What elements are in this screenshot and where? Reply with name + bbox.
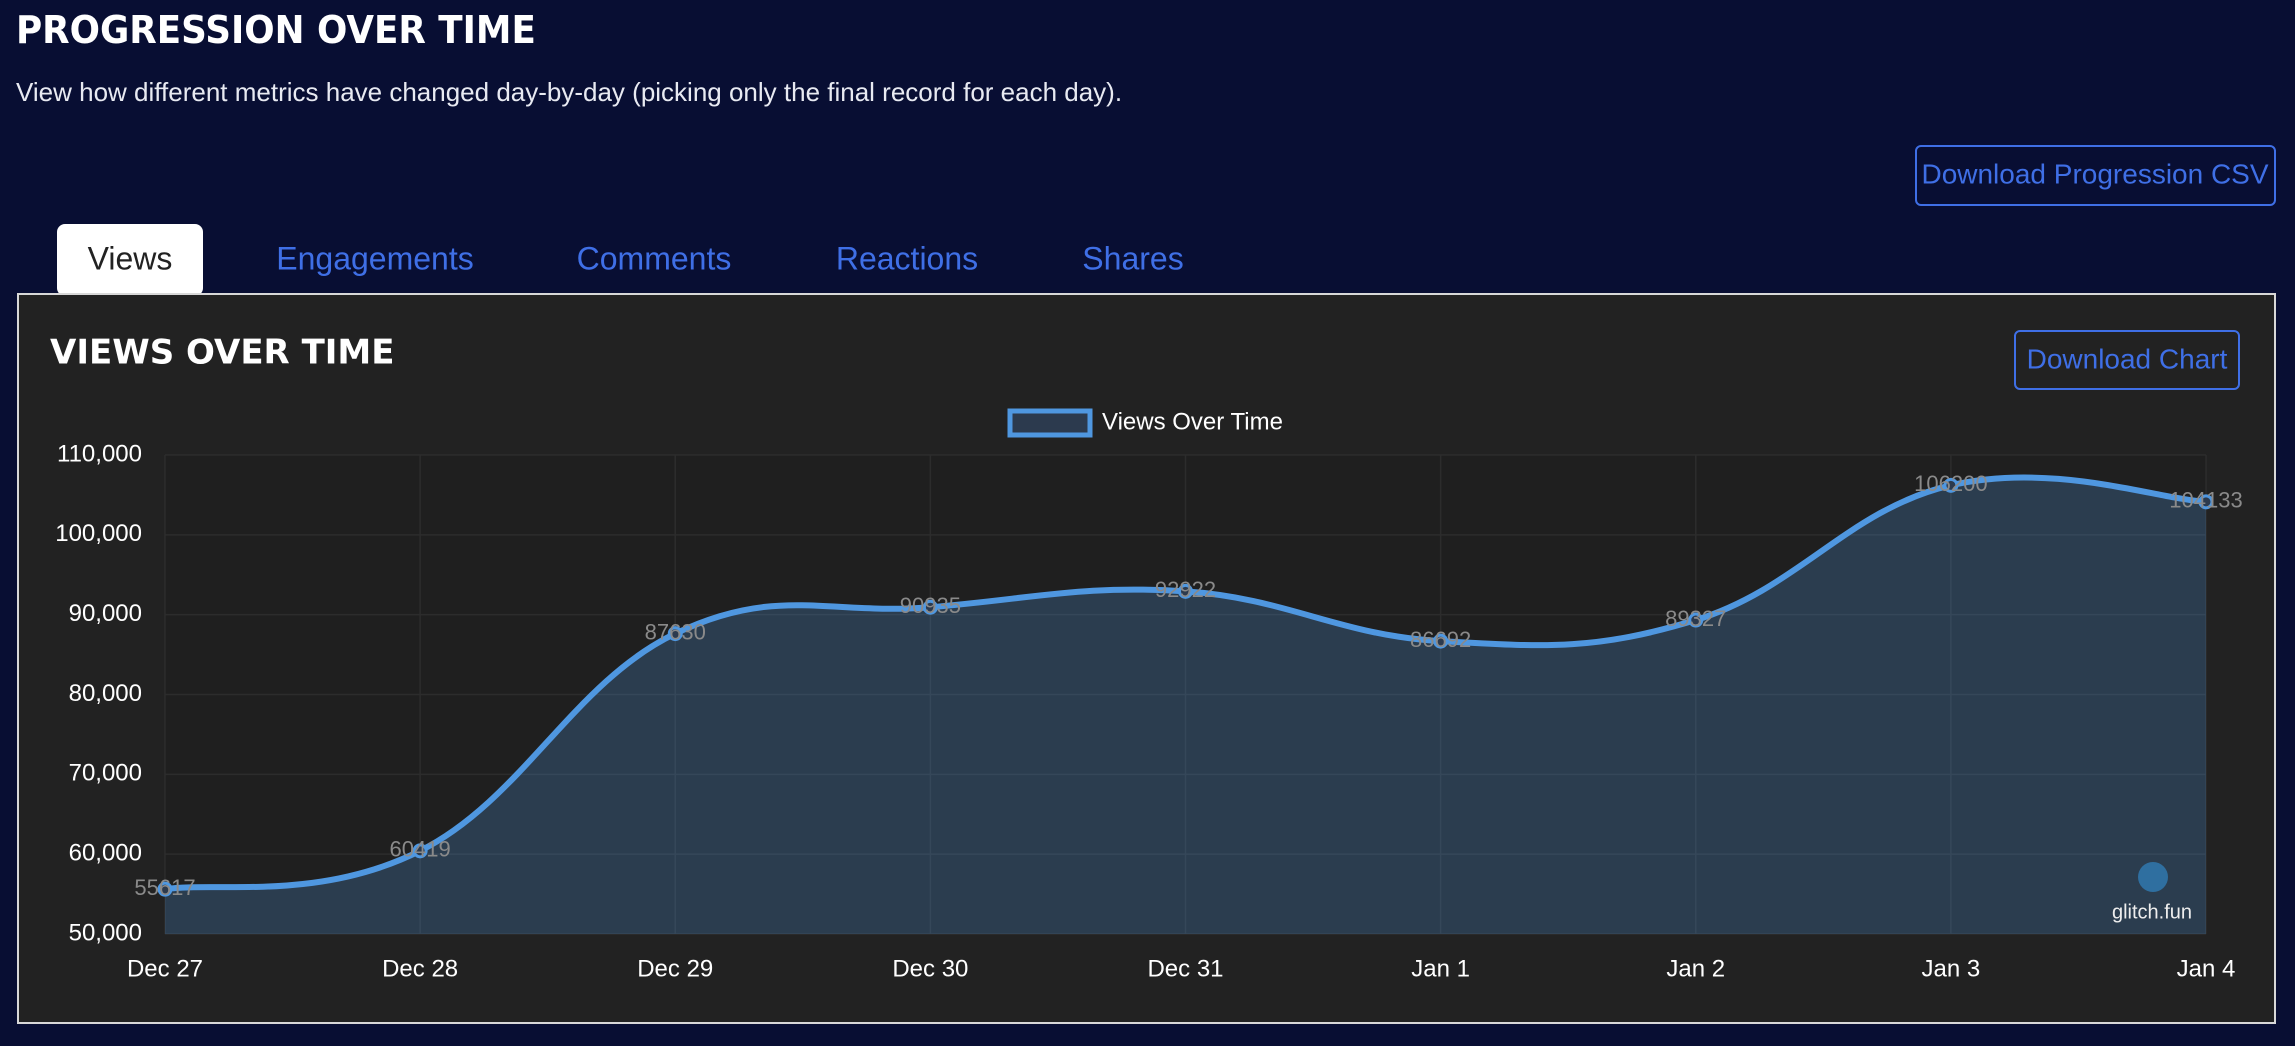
data-label: 92922 [1155, 577, 1216, 602]
x-tick-label: Dec 29 [637, 955, 713, 982]
point [1688, 612, 1704, 628]
tab-label[interactable]: Shares [1082, 240, 1183, 276]
point [2198, 494, 2214, 510]
y-tick-label: 50,000 [69, 919, 142, 946]
y-tick-label: 60,000 [69, 840, 142, 867]
tab-label[interactable]: Reactions [836, 240, 978, 276]
tab-label[interactable]: Comments [577, 240, 732, 276]
data-label: 90935 [900, 593, 961, 618]
active-tab[interactable] [57, 224, 203, 296]
y-tick-label: 100,000 [55, 520, 142, 547]
legend-swatch [1007, 408, 1093, 438]
x-tick-label: Dec 27 [127, 955, 203, 982]
point [1943, 477, 1959, 493]
y-tick-label: 110,000 [57, 440, 142, 467]
watermark: glitch.fun [2112, 862, 2192, 923]
area [165, 477, 2206, 934]
button-border [1915, 145, 2276, 206]
x-tick-label: Dec 30 [892, 955, 968, 982]
point [157, 881, 173, 897]
y-tick-label: 70,000 [69, 760, 142, 787]
legend-label: Views Over Time [1102, 408, 1283, 435]
x-tick-label: Jan 1 [1411, 955, 1470, 982]
download-csv-button[interactable]: Download Progression CSV [1915, 145, 2276, 206]
page-subtitle: View how different metrics have changed … [16, 77, 1122, 107]
watermark-icon [2138, 862, 2168, 892]
point [922, 599, 938, 615]
data-label: 104133 [2169, 488, 2242, 513]
data-label: 86692 [1410, 627, 1471, 652]
button-label[interactable]: Download Progression CSV [1921, 158, 2268, 189]
point [412, 843, 428, 859]
button-border [2014, 330, 2240, 390]
download-chart-button[interactable]: Download Chart [2014, 330, 2240, 390]
x-tick-label: Jan 4 [2177, 955, 2236, 982]
watermark-text: glitch.fun [2112, 901, 2192, 923]
data-label: 106200 [1914, 471, 1987, 496]
data-label: 89327 [1665, 606, 1726, 631]
point [1433, 633, 1449, 649]
x-tick-label: Jan 3 [1922, 955, 1981, 982]
point [667, 626, 683, 642]
x-tick-label: Jan 2 [1666, 955, 1725, 982]
tab-label[interactable]: Views [88, 240, 173, 276]
chart-title: VIEWS OVER TIME [50, 333, 394, 373]
point [1178, 583, 1193, 599]
x-tick-label: Dec 31 [1147, 955, 1223, 982]
page-title: PROGRESSION OVER TIME [16, 8, 536, 52]
data-label: 60419 [390, 837, 451, 862]
data-label: 87630 [645, 619, 706, 644]
data-label: 55617 [134, 875, 195, 900]
x-tick-label: Dec 28 [382, 955, 458, 982]
tab-label[interactable]: Engagements [276, 240, 473, 276]
y-tick-label: 80,000 [69, 680, 142, 707]
button-label[interactable]: Download Chart [2027, 343, 2228, 374]
y-tick-label: 90,000 [69, 600, 142, 627]
